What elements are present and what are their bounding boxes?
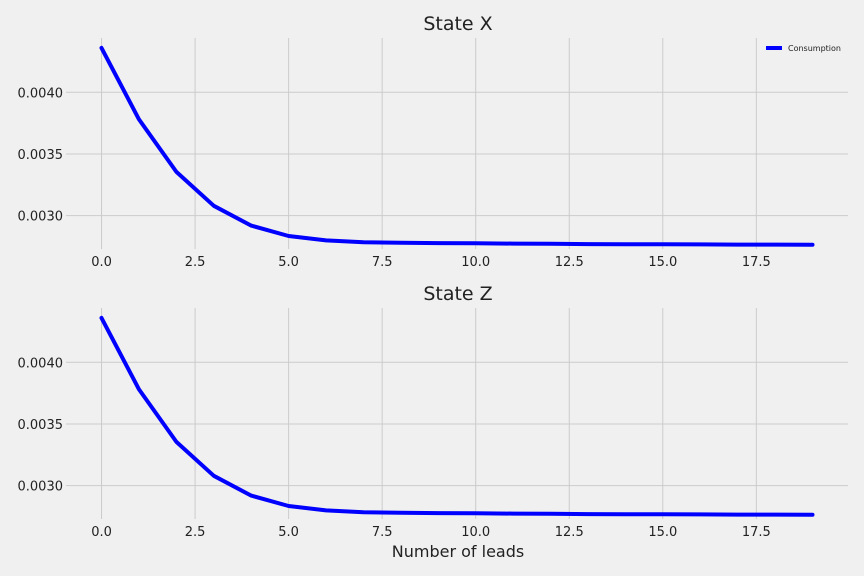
- subplot-title: State X: [423, 13, 492, 35]
- subplot-state-z: State Z 0.0 2.5 5.0 7.5 10.0 12.5 15.0 17.5 0.0…: [18, 283, 848, 561]
- x-tick-label: 17.5: [742, 255, 771, 270]
- subplot-title: State Z: [423, 283, 492, 305]
- x-tick-label: 5.0: [278, 255, 299, 270]
- y-tick-label: 0.0035: [18, 148, 64, 163]
- consumption-line: [99, 315, 815, 517]
- x-tick-label: 12.5: [555, 525, 584, 540]
- x-tick-label: 2.5: [185, 525, 206, 540]
- y-tick-label: 0.0040: [18, 86, 64, 101]
- x-tick-label: 2.5: [185, 255, 206, 270]
- x-tick-label: 10.0: [461, 525, 490, 540]
- x-tick-label: 7.5: [372, 255, 393, 270]
- legend-label: Consumption: [788, 44, 841, 53]
- x-tick-label: 12.5: [555, 255, 584, 270]
- x-tick-label: 0.0: [91, 255, 112, 270]
- x-axis-label: Number of leads: [392, 542, 524, 561]
- series-lines: [99, 315, 815, 517]
- series-lines: [99, 45, 815, 247]
- consumption-line: [99, 45, 815, 247]
- x-tick-label: 15.0: [648, 255, 677, 270]
- y-tick-labels: 0.0030 0.0035 0.0040: [18, 356, 64, 494]
- legend: Consumption: [766, 44, 841, 53]
- y-tick-label: 0.0035: [18, 418, 64, 433]
- x-tick-label: 5.0: [278, 525, 299, 540]
- gridlines: [66, 308, 848, 519]
- x-tick-label: 0.0: [91, 525, 112, 540]
- gridlines: [66, 38, 848, 249]
- x-tick-labels: 0.0 2.5 5.0 7.5 10.0 12.5 15.0 17.5: [91, 525, 771, 540]
- x-tick-labels: 0.0 2.5 5.0 7.5 10.0 12.5 15.0 17.5: [91, 255, 771, 270]
- x-tick-label: 17.5: [742, 525, 771, 540]
- x-tick-label: 15.0: [648, 525, 677, 540]
- y-tick-label: 0.0030: [18, 210, 64, 225]
- y-tick-label: 0.0030: [18, 480, 64, 495]
- y-tick-labels: 0.0030 0.0035 0.0040: [18, 86, 64, 224]
- x-tick-label: 10.0: [461, 255, 490, 270]
- subplot-state-x: State X 0.0 2.5 5.0 7.5 10.0 12.5 15.0 17.5 0.0…: [18, 13, 848, 270]
- y-tick-label: 0.0040: [18, 356, 64, 371]
- x-tick-label: 7.5: [372, 525, 393, 540]
